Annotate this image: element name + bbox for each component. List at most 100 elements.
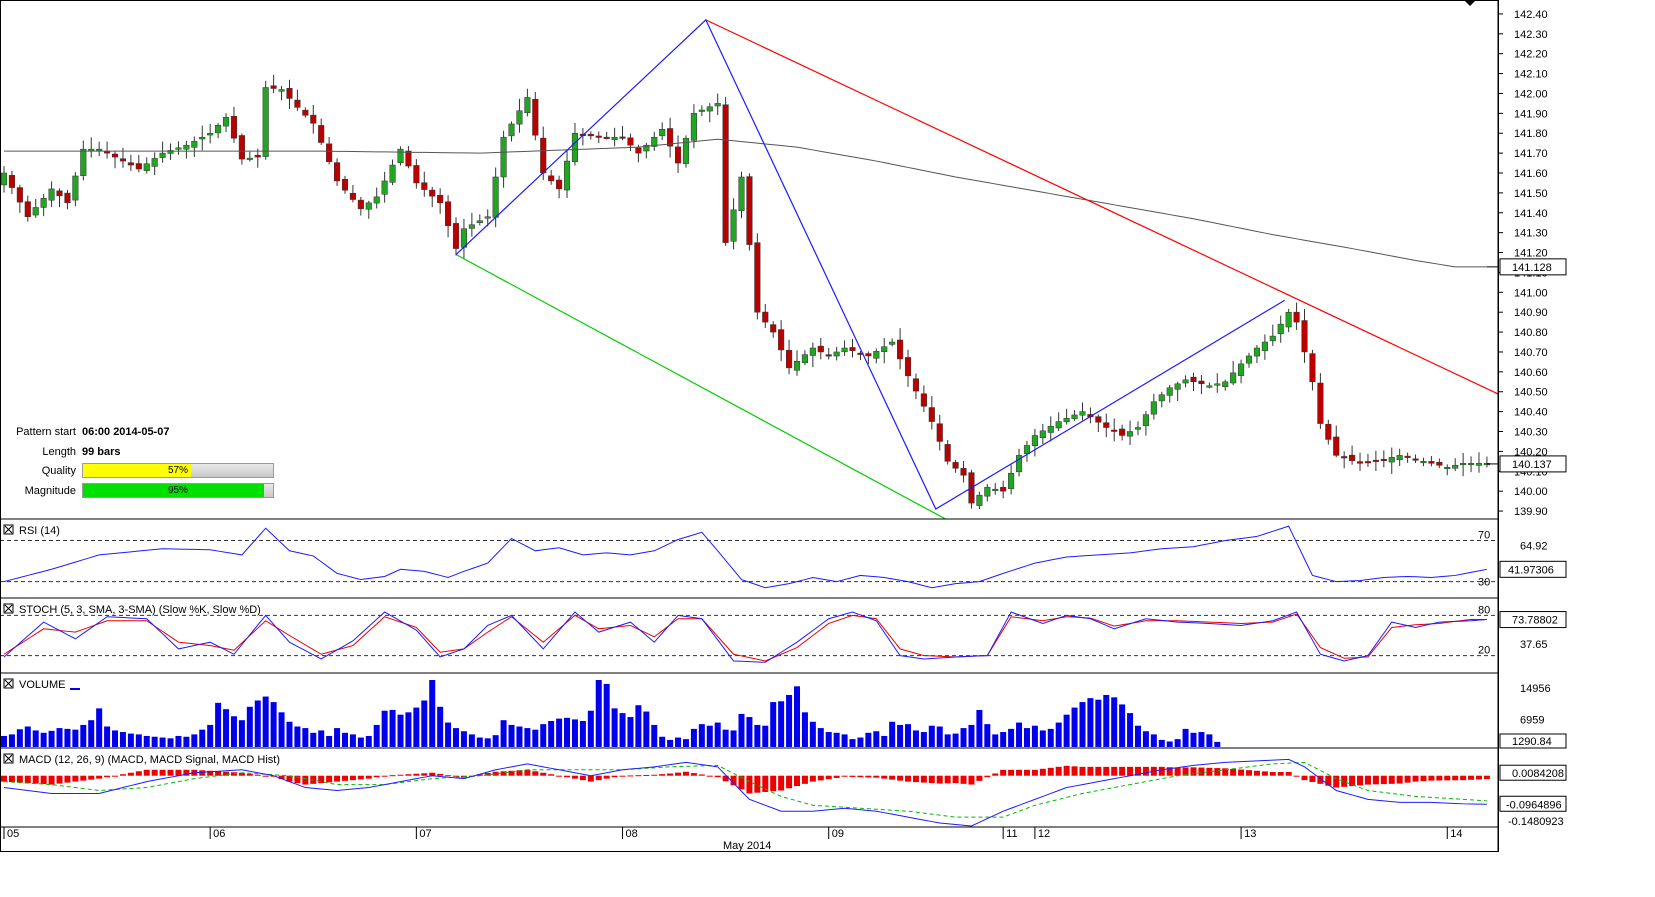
macd-hist-bar (722, 775, 729, 782)
candle-body (1420, 461, 1427, 464)
macd-hist-bar (167, 769, 174, 776)
macd-hist-bar (508, 770, 515, 776)
macd-hist-bar (397, 774, 404, 776)
macd-hist-bar (1079, 766, 1086, 776)
candle-body (1214, 383, 1221, 386)
macd-panel: MACD (12, 26, 9) (MACD, MACD Signal, MAC… (1, 753, 1567, 828)
candle-body (349, 192, 356, 200)
date-label: 14 (1450, 828, 1462, 840)
macd-hist-bar (730, 775, 737, 786)
candle-body (80, 148, 87, 176)
price-tick-label: 142.20 (1514, 49, 1548, 61)
volume-bar (112, 730, 119, 747)
candle-body (0, 172, 8, 186)
candle-body (936, 423, 943, 442)
volume-bar (32, 730, 39, 747)
candle-body (1412, 458, 1419, 461)
volume-bar (88, 720, 95, 747)
date-label: 11 (1006, 828, 1017, 840)
volume-bar (809, 721, 816, 747)
candle-body (1436, 461, 1443, 466)
macd-hist-bar (476, 774, 483, 776)
macd-hist-bar (984, 775, 991, 778)
volume-bar (119, 732, 126, 747)
macd-hist-bar (16, 775, 23, 783)
volume-bar (984, 724, 991, 747)
volume-panel: VOLUME 14956 6959 1290.84 (1, 678, 1567, 749)
volume-bar (1039, 730, 1046, 747)
macd-hist-bar (889, 775, 896, 780)
macd-hist-bar (968, 775, 975, 785)
macd-hist-bar (817, 775, 824, 781)
macd-hist-bar (1468, 775, 1475, 780)
volume-bar (1150, 734, 1157, 747)
macd-hist-bar (40, 775, 47, 785)
volume-bar (564, 717, 571, 747)
volume-bar (334, 728, 341, 747)
macd-hist-bar (1444, 775, 1451, 781)
macd-hist-bar (682, 771, 689, 776)
volume-bar (881, 735, 888, 747)
macd-value-box (1499, 795, 1567, 812)
macd-hist-bar (238, 772, 245, 776)
macd-hist-bar (1253, 770, 1260, 776)
candle-body (1333, 436, 1340, 456)
candle-body (548, 175, 555, 182)
candle-body (191, 140, 198, 148)
price-tick-label: 140.30 (1514, 427, 1548, 439)
quality-row: Quality 57% (0, 462, 300, 482)
macd-hist-bar (627, 775, 634, 777)
volume-bar (492, 735, 499, 747)
volume-bar (48, 730, 55, 747)
macd-hist-bar (294, 775, 301, 784)
volume-bar (500, 720, 507, 747)
candle-body (1396, 455, 1403, 460)
macd-signal-value-box (1499, 764, 1567, 781)
volume-bar (1214, 741, 1221, 747)
volume-bar (135, 734, 142, 747)
volume-bar (484, 738, 491, 747)
candle-body (405, 150, 412, 167)
volume-bar (754, 724, 761, 747)
macd-hist-bar (421, 773, 428, 776)
candle-body (484, 216, 491, 219)
volume-bar (1119, 704, 1126, 747)
macd-hist-bar (960, 775, 967, 784)
price-tick-label: 140.00 (1514, 486, 1548, 498)
macd-hist-bar (1317, 775, 1324, 784)
candle-body (1468, 463, 1475, 466)
macd-hist-bar (405, 774, 412, 776)
volume-bar (349, 734, 356, 747)
macd-hist-bar (135, 771, 142, 776)
volume-title: VOLUME (19, 679, 65, 691)
candle-body (1238, 363, 1245, 376)
volume-bar (199, 729, 206, 747)
moving-average-line (4, 138, 1487, 268)
volume-bar (405, 712, 412, 747)
volume-bar (1158, 739, 1165, 747)
macd-hist-bar (944, 775, 951, 784)
candle-body (1047, 425, 1054, 433)
candle-body (706, 106, 713, 112)
volume-bar (524, 728, 531, 747)
rsi-line (3, 525, 1488, 589)
candle-body (563, 160, 571, 191)
volume-bar (1198, 732, 1205, 747)
price-tick-label: 142.30 (1514, 29, 1548, 41)
candle-body (1285, 311, 1292, 328)
macd-hist-bar (1333, 775, 1340, 788)
price-tick-label: 142.10 (1514, 69, 1548, 81)
volume-bar (865, 732, 872, 747)
candle-body (532, 98, 539, 136)
macd-hist-bar (770, 775, 777, 792)
candle-body (40, 197, 47, 208)
macd-hist-bar (1142, 766, 1149, 776)
candle-body (1150, 401, 1157, 415)
macd-title: MACD (12, 26, 9) (MACD, MACD Signal, MAC… (19, 754, 280, 766)
macd-hist-bar (619, 775, 626, 777)
macd-hist-bar (492, 771, 499, 776)
candle-body (1356, 461, 1364, 464)
candle-body (72, 175, 79, 201)
volume-bar (64, 728, 71, 747)
candle-body (904, 357, 912, 377)
